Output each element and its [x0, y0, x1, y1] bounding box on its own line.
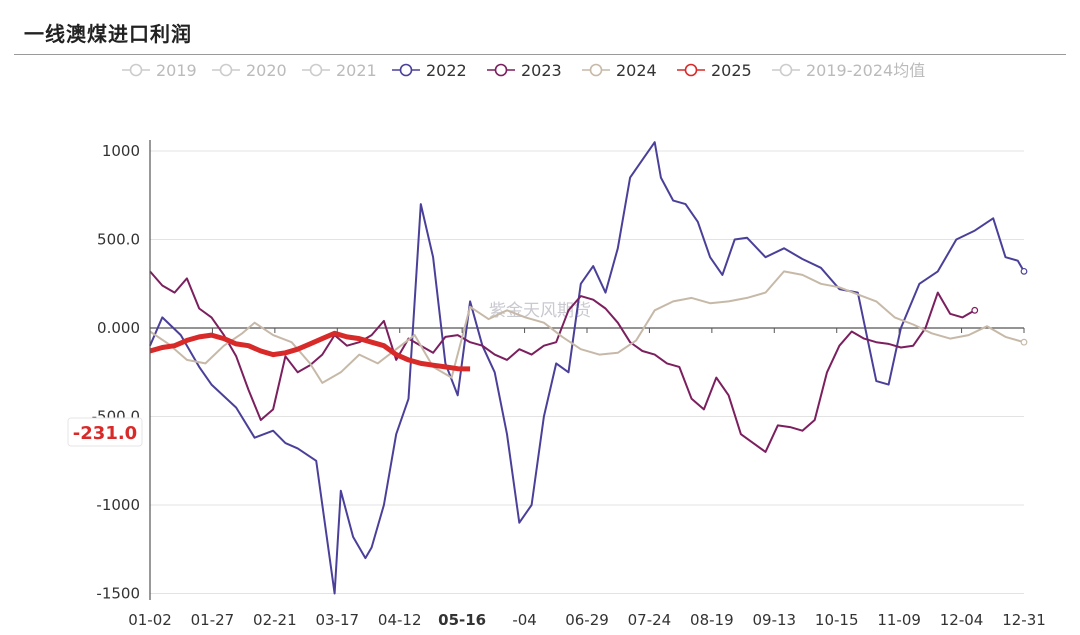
x-tick-label: 08-19	[690, 611, 734, 629]
x-tick-label: 01-27	[191, 611, 235, 629]
legend-item-2019[interactable]: 2019	[122, 61, 197, 80]
series-point-2022	[1020, 267, 1028, 275]
y-tick-label: -1000	[96, 496, 140, 514]
series-point-2024	[1020, 338, 1028, 346]
legend-marker	[684, 63, 698, 77]
x-tick-label: 01-02	[128, 611, 172, 629]
legend-marker	[399, 63, 413, 77]
legend-label: 2020	[246, 61, 287, 80]
y-tick-label: 0.000	[97, 319, 140, 337]
y-tick-label: -1500	[96, 585, 140, 603]
series-layer	[149, 141, 1028, 595]
legend-label: 2022	[426, 61, 467, 80]
legend[interactable]: 2019 2020 2021 2022 2023 2024 2025 2019-2024均值	[122, 61, 925, 80]
legend-item-2023[interactable]: 2023	[487, 61, 562, 80]
x-tick-label: 03-17	[315, 611, 359, 629]
y-tick-label: 1000	[102, 142, 140, 160]
x-tick-label: 07-24	[628, 611, 672, 629]
tooltip-value: -231.0	[73, 423, 137, 444]
legend-label: 2019	[156, 61, 197, 80]
x-axis: 01-02 01-27 02-21 03-17 04-12 05-16 -04 06-29 07…	[128, 328, 1046, 629]
legend-item-2025[interactable]: 2025	[677, 61, 752, 80]
x-tick-label: 11-09	[877, 611, 921, 629]
legend-label: 2025	[711, 61, 752, 80]
x-tick-label: 12-04	[940, 611, 984, 629]
legend-label: 2023	[521, 61, 562, 80]
legend-item-2021[interactable]: 2021	[302, 61, 377, 80]
x-tick-label: 02-21	[253, 611, 297, 629]
legend-label: 2019-2024均值	[806, 61, 925, 80]
legend-marker	[309, 63, 323, 77]
legend-marker	[219, 63, 233, 77]
series-line-2023[interactable]	[149, 270, 976, 453]
series-line-2024[interactable]	[149, 270, 1025, 384]
series-point-2023	[971, 306, 979, 314]
legend-item-2022[interactable]: 2022	[392, 61, 467, 80]
legend-item-2019-2024均值[interactable]: 2019-2024均值	[772, 61, 925, 80]
legend-marker	[494, 63, 508, 77]
x-tick-label: 05-16	[438, 611, 486, 629]
series-line-2022[interactable]	[149, 141, 1025, 595]
legend-item-2020[interactable]: 2020	[212, 61, 287, 80]
legend-marker	[129, 63, 143, 77]
x-tick-label: -04	[512, 611, 537, 629]
x-tick-label: 06-29	[565, 611, 609, 629]
tooltip-box	[67, 417, 143, 447]
legend-label: 2021	[336, 61, 377, 80]
x-tick-label: 12-31	[1002, 611, 1046, 629]
legend-marker	[779, 63, 793, 77]
title-divider	[14, 54, 1066, 55]
legend-item-2024[interactable]: 2024	[582, 61, 657, 80]
page-title: 一线澳煤进口利润	[24, 22, 192, 46]
x-tick-label: 09-13	[752, 611, 796, 629]
series-line-2025[interactable]	[149, 330, 471, 372]
x-tick-label: 04-12	[378, 611, 422, 629]
x-tick-label: 10-15	[815, 611, 859, 629]
legend-marker	[589, 63, 603, 77]
value-tooltip: -231.0	[67, 417, 143, 447]
y-tick-label: 500.0	[97, 231, 140, 249]
legend-label: 2024	[616, 61, 657, 80]
